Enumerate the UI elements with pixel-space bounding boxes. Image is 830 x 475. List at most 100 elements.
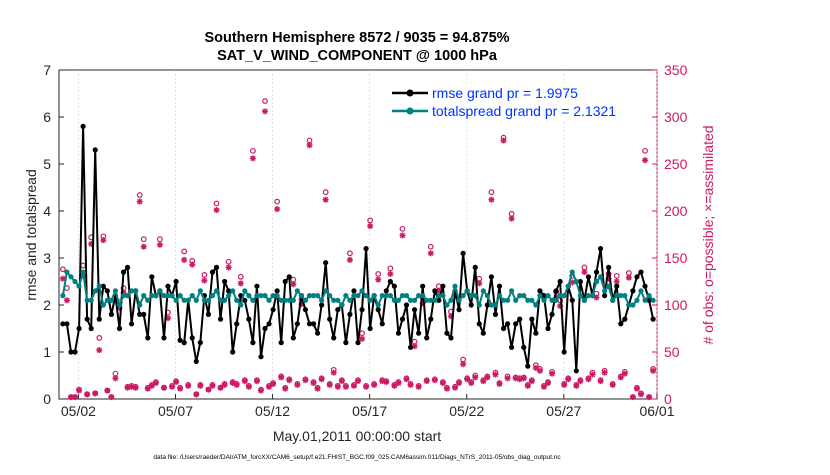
rmse-point [310,321,317,327]
totalspread-point [509,288,515,294]
obs-assimilated-point [72,394,79,401]
obs-possible-point [249,147,256,154]
obs-assimilated-point [500,137,507,144]
legend-spread-label: totalspread grand pr = 2.1321 [432,103,616,119]
obs-assimilated-point [257,387,264,394]
rmse-point [314,330,321,336]
obs-assimilated-point [371,381,378,388]
totalspread-point [565,283,571,289]
obs-assimilated-point [528,378,535,385]
totalspread-point [355,293,361,299]
obs-assimilated-point [367,223,374,230]
rmse-point [545,325,551,332]
obs-assimilated-point [650,367,657,374]
obs-possible-point [225,258,232,265]
totalspread-point [64,269,70,275]
obs-assimilated-point [189,261,196,268]
obs-assimilated-point [613,278,620,285]
y-left-tick-label: 7 [43,62,51,78]
obs-assimilated-point [294,381,301,388]
obs-assimilated-point [407,381,414,388]
obs-assimilated-point [577,378,584,385]
rmse-point [319,302,325,308]
totalspread-point [597,274,604,280]
obs-possible-point [427,243,434,250]
obs-assimilated-point [201,277,208,284]
y-left-tick-label: 5 [43,156,51,172]
obs-assimilated-point [423,378,430,385]
totalspread-point [444,302,450,308]
obs-assimilated-point [322,196,329,203]
y-left-tick-label: 0 [43,391,51,407]
y-axis-right-label: # of obs: o=possible; ×=assimilated [700,125,716,344]
obs-assimilated-point [363,383,370,390]
rmse-point [359,307,365,313]
obs-possible-point [625,270,632,276]
obs-assimilated-point [403,376,410,383]
obs-possible-point [375,271,382,277]
obs-assimilated-point [233,381,240,388]
obs-assimilated-point [399,232,406,239]
totalspread-point [246,293,252,299]
legend-rmse-label: rmse grand pr = 1.9975 [432,85,578,101]
obs-assimilated-point [245,383,252,390]
totalspread-point [124,293,131,299]
rmse-point [468,302,474,308]
rmse-point [290,335,296,341]
x-axis-label: May.01,2011 00:00:00 start [273,428,441,444]
totalspread-point [274,293,280,299]
obs-assimilated-point [249,155,256,162]
totalspread-point [120,293,127,299]
totalspread-point [230,288,236,294]
rmse-point [363,246,369,252]
totalspread-point [367,297,373,303]
obs-assimilated-point [84,391,91,398]
rmse-point [262,325,268,332]
totalspread-point [557,293,563,299]
rmse-point [395,330,402,336]
obs-assimilated-point [221,381,228,388]
totalspread-point [302,297,309,303]
rmse-point [407,344,414,350]
obs-assimilated-point [282,385,289,392]
totalspread-point [472,293,478,299]
obs-assimilated-point [496,380,503,387]
rmse-point [573,368,579,374]
obs-assimilated-point [169,383,176,390]
totalspread-point [133,288,139,294]
obs-assimilated-point [532,364,539,371]
rmse-point [84,316,90,322]
totalspread-point [319,297,325,303]
rmse-point [96,316,102,322]
totalspread-point [258,293,264,299]
rmse-point [60,321,66,327]
totalspread-point [137,302,143,308]
y-right-tick-label: 50 [664,344,680,360]
rmse-point [448,335,454,341]
totalspread-point [278,297,284,303]
rmse-point [88,325,94,332]
legend-spread-marker [406,107,414,115]
obs-assimilated-point [241,378,248,385]
obs-assimilated-point [642,157,649,164]
totalspread-point [484,293,490,299]
legend-rmse-marker [406,89,414,97]
totalspread-point [407,297,414,303]
totalspread-point [500,297,507,303]
obs-assimilated-point [585,376,592,383]
rmse-point [278,340,284,346]
totalspread-point [496,293,503,299]
rmse-point [302,307,309,313]
rmse-point [646,297,652,303]
y-right-tick-label: 200 [664,203,688,219]
y-left-tick-label: 3 [43,250,51,266]
obs-assimilated-point [181,256,188,263]
rmse-point [472,264,478,270]
rmse-point [509,344,515,350]
obs-possible-point [367,217,374,224]
rmse-point [416,330,422,336]
rmse-point [250,340,256,346]
totalspread-point [436,293,442,299]
obs-possible-point [237,273,244,280]
totalspread-point [650,297,656,303]
